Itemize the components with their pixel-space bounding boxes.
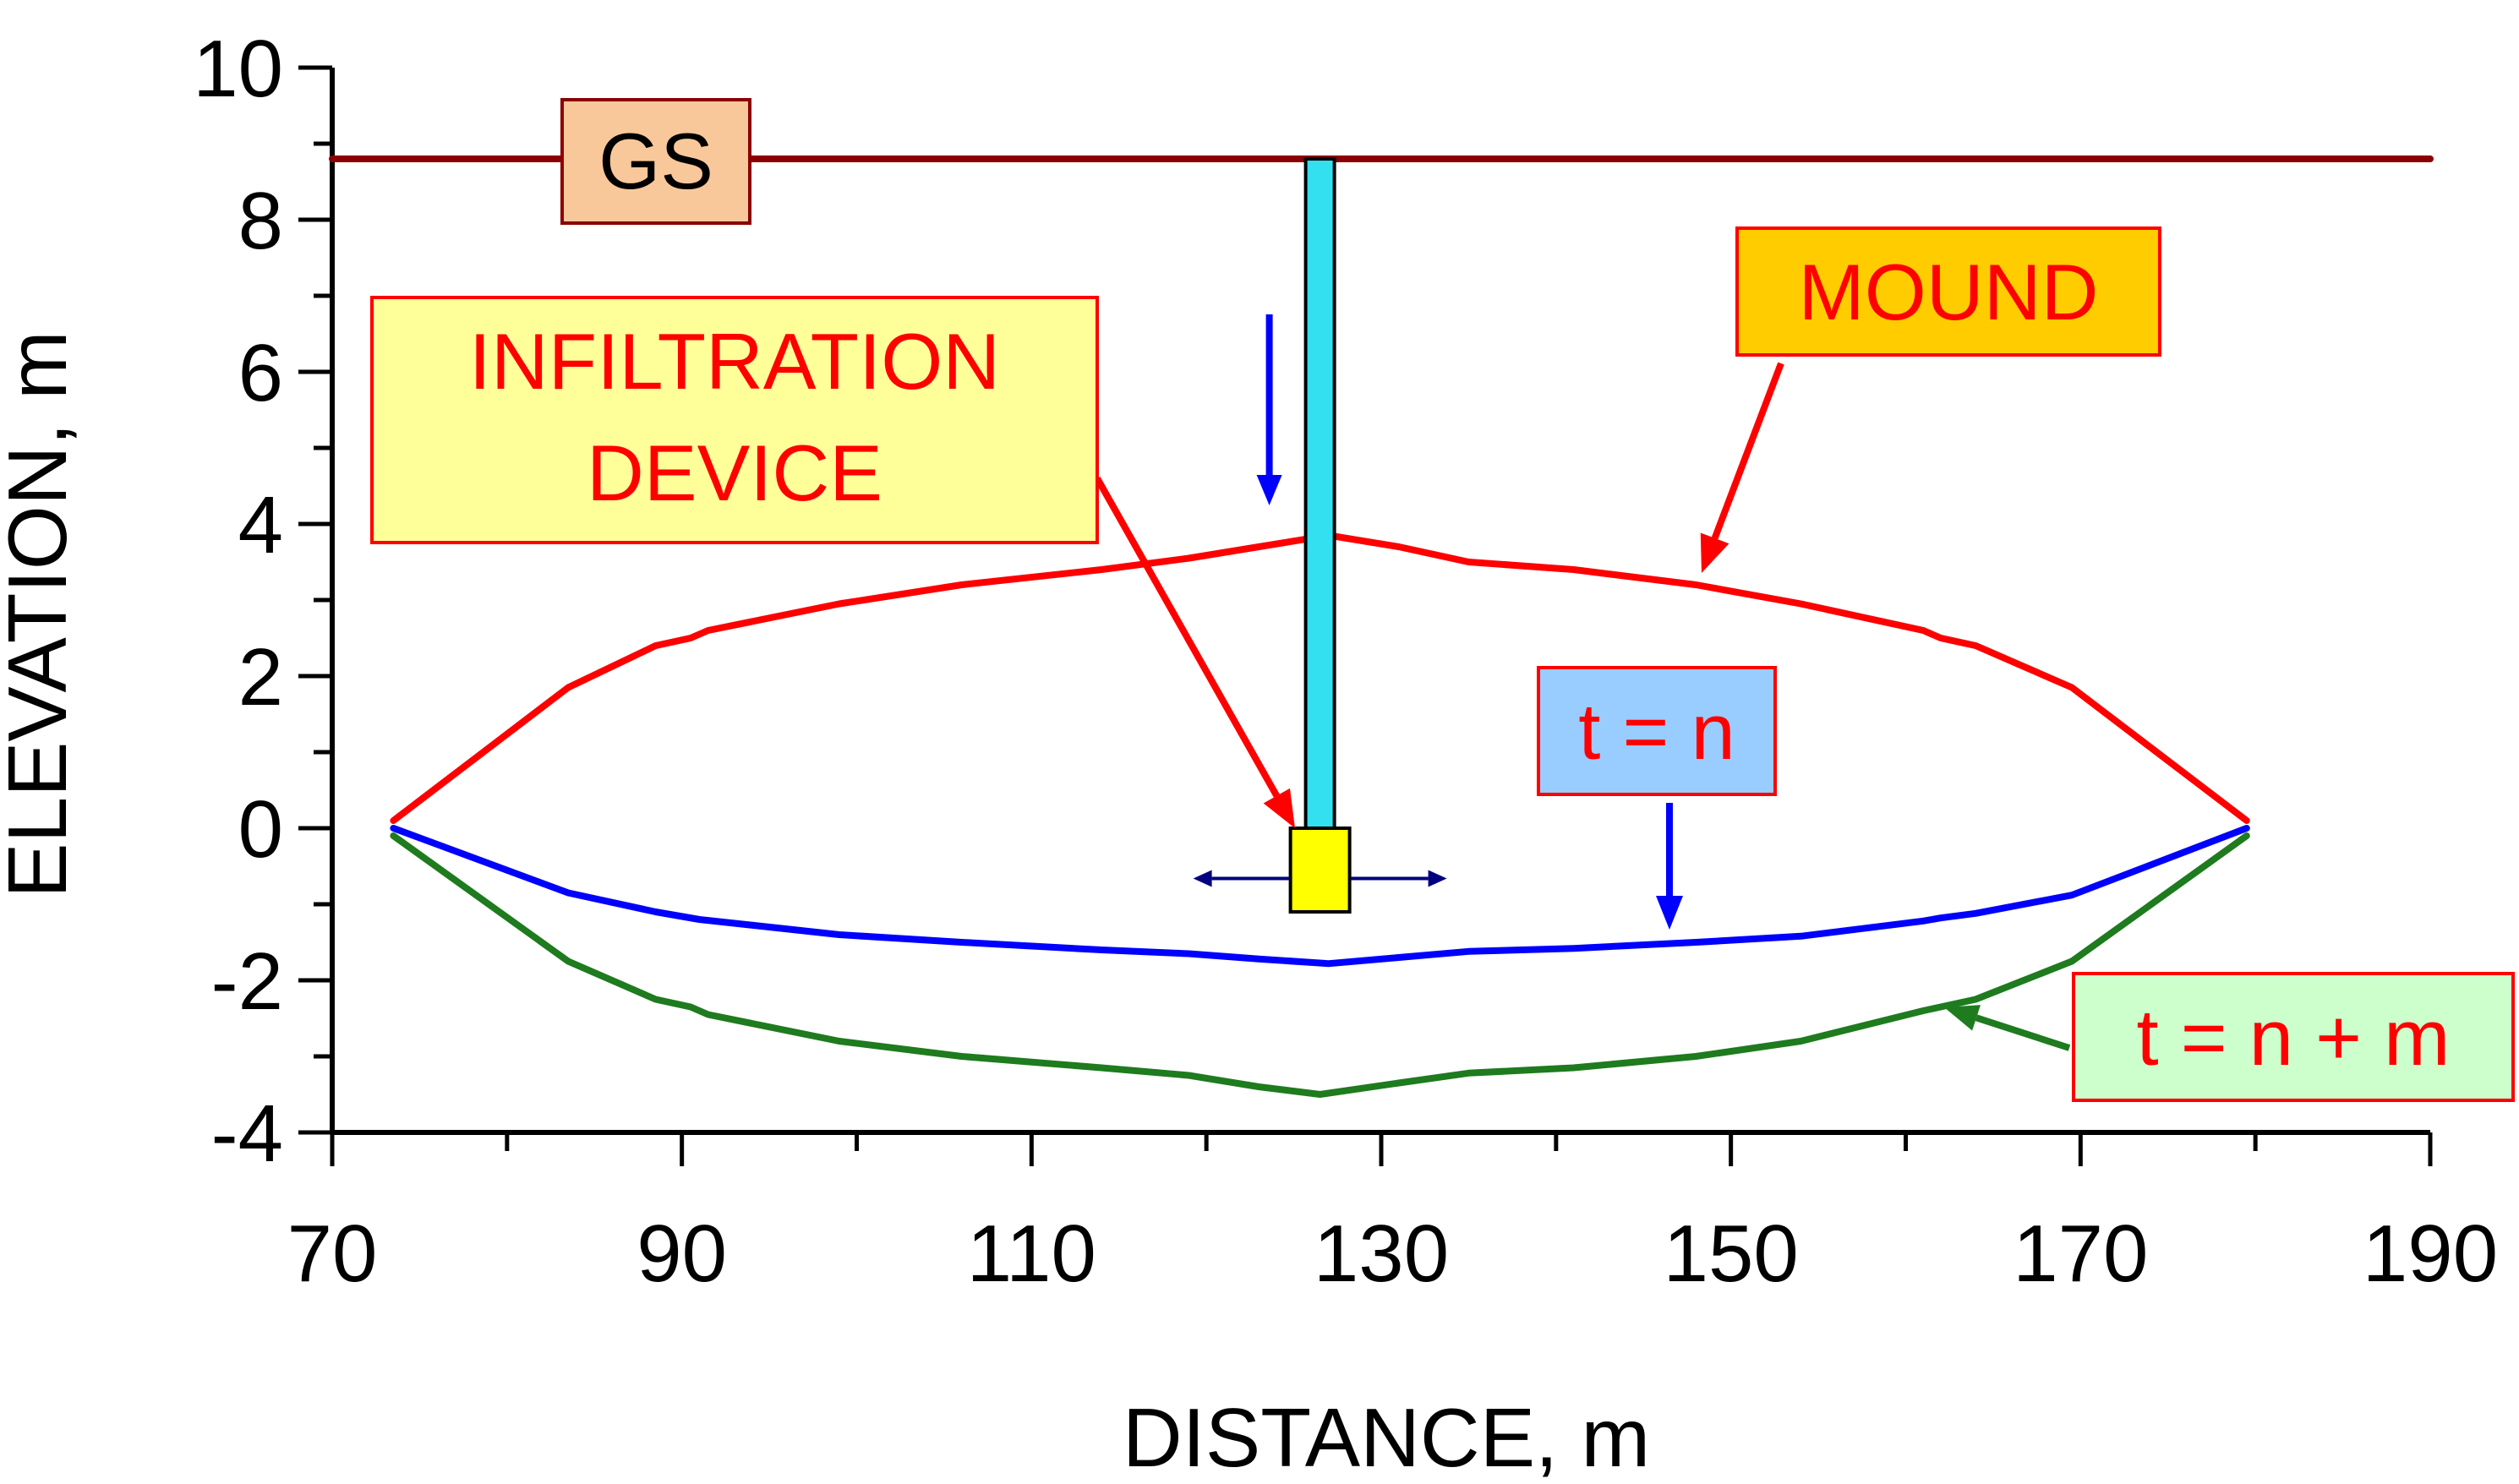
infiltration-device-box — [1288, 827, 1352, 914]
infiltration-callout-arrow-head — [1263, 788, 1295, 828]
t-n-m-callout: t = n + m — [2072, 972, 2515, 1102]
t-n-callout-box — [1537, 666, 1777, 796]
mound-callout-arrow-head — [1700, 532, 1729, 573]
y-tick-label: -4 — [211, 1088, 283, 1179]
x-axis-title: DISTANCE, m — [1123, 1391, 1650, 1484]
t-n-callout-arrow-head — [1656, 896, 1683, 930]
gs-callout-label: GS — [598, 117, 713, 205]
lateral-flow-left-arrow-head — [1193, 870, 1212, 887]
y-tick-label: 8 — [238, 176, 283, 266]
t-n-m-callout-arrow-head — [1944, 1005, 1981, 1031]
infiltration-callout-arrow-shaft — [1094, 477, 1280, 798]
gs-callout: GS — [560, 98, 751, 225]
t-n-m-callout-arrow-shaft — [1975, 1014, 2071, 1051]
t-n-m-callout-box — [2072, 972, 2515, 1102]
x-tick-label: 110 — [967, 1208, 1096, 1299]
mound-callout-box — [1735, 226, 2161, 357]
infiltration-device-graphic — [1193, 157, 1447, 914]
x-tick-label: 150 — [1664, 1208, 1799, 1299]
t-n-line — [390, 825, 2250, 968]
x-tick-label: 190 — [2363, 1208, 2498, 1299]
lateral-flow-right-arrow-head — [1428, 870, 1447, 887]
y-tick-label: 0 — [238, 784, 283, 875]
infiltration-callout-label: DEVICE — [587, 428, 882, 517]
annotations: GS INFILTRATION DEVICE MOUND t = n t = n + m — [370, 98, 2515, 1102]
x-tick-label: 130 — [1314, 1208, 1449, 1299]
t-n-callout: t = n — [1537, 666, 1777, 796]
axes: -4 -2 0 2 4 6 8 10 70 90 110 130 150 170 190 — [193, 24, 2498, 1299]
infiltration-callout: INFILTRATION DEVICE — [370, 296, 1099, 544]
y-tick-label: 6 — [238, 328, 283, 418]
y-axis-title: ELEVATION, m — [0, 330, 84, 898]
y-tick-label: 10 — [193, 24, 283, 114]
infiltration-pipe — [1303, 157, 1336, 830]
infiltration-callout-label: INFILTRATION — [469, 317, 1000, 406]
downward-flow-arrow-head — [1256, 475, 1282, 505]
mound-callout-arrow-shaft — [1711, 362, 1784, 540]
x-tick-label: 90 — [637, 1208, 727, 1299]
x-tick-label: 170 — [2013, 1208, 2148, 1299]
t-n-callout-label: t = n — [1578, 687, 1735, 776]
mound-callout-label: MOUND — [1798, 248, 2098, 336]
y-tick-label: 2 — [238, 632, 283, 723]
y-tick-label: -2 — [211, 936, 283, 1027]
mound-callout: MOUND — [1735, 226, 2161, 357]
t-n-m-callout-label: t = n + m — [2137, 993, 2451, 1082]
infiltration-callout-box — [370, 296, 1099, 544]
y-tick-label: 4 — [238, 480, 283, 570]
gs-callout-box — [560, 98, 751, 225]
t-n-m-line — [390, 832, 2250, 1098]
x-tick-label: 70 — [287, 1208, 378, 1299]
